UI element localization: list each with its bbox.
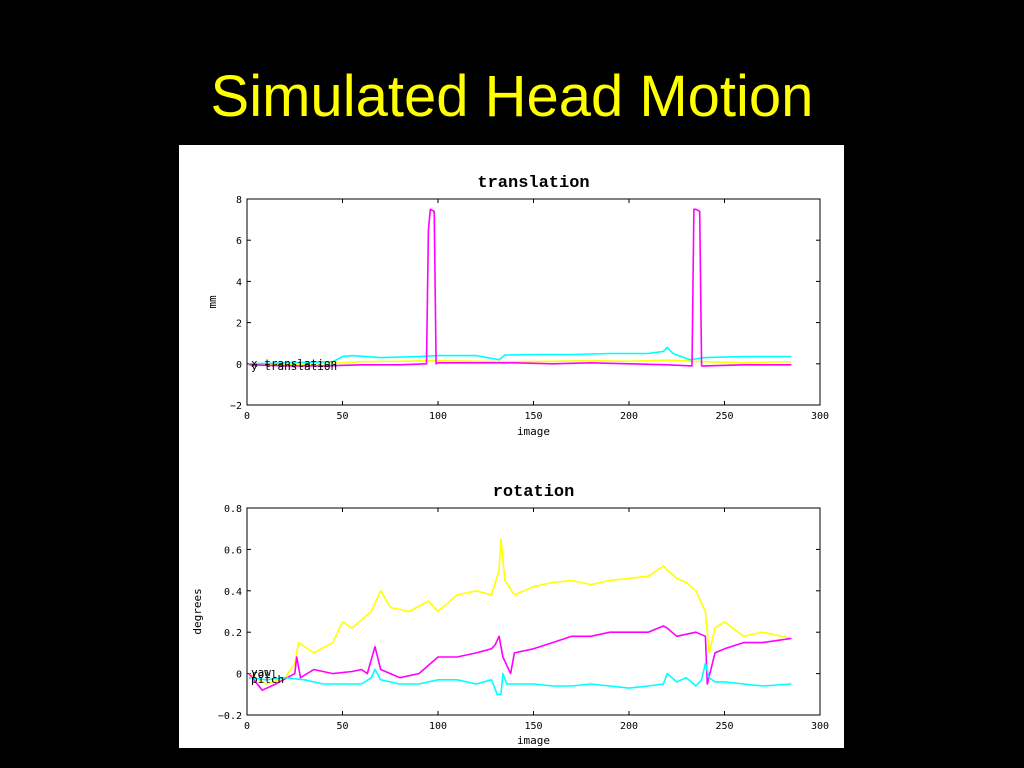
- translation-x-tick-label: 0: [244, 411, 250, 422]
- translation-x-axis-label: image: [517, 425, 550, 438]
- rotation-chart-title: rotation: [493, 483, 575, 502]
- rotation-legend-text: roll: [251, 668, 278, 681]
- translation-y-tick-label: 2: [236, 319, 242, 330]
- rotation-y-tick-label: −0.2: [218, 711, 242, 722]
- translation-x-tick-label: 250: [715, 411, 733, 422]
- translation-x-tick-label: 50: [336, 411, 348, 422]
- translation-x-tick-label: 300: [811, 411, 829, 422]
- rotation-y-tick-label: 0: [236, 670, 242, 681]
- rotation-x-tick-label: 300: [811, 721, 829, 732]
- rotation-y-tick-label: 0.4: [224, 587, 242, 598]
- rotation-x-tick-label: 150: [524, 721, 542, 732]
- rotation-series-line-2: [248, 625, 792, 692]
- translation-y-axis-label: mm: [206, 295, 219, 309]
- rotation-x-tick-label: 250: [715, 721, 733, 732]
- translation-x-tick-label: 200: [620, 411, 638, 422]
- translation-series-line-1: [248, 359, 792, 366]
- rotation-x-tick-label: 200: [620, 721, 638, 732]
- rotation-y-axis-label: degrees: [191, 588, 204, 634]
- translation-y-tick-label: 8: [236, 195, 242, 206]
- slide-title: Simulated Head Motion: [210, 64, 814, 129]
- rotation-y-tick-label: 0.8: [224, 504, 242, 515]
- translation-y-tick-label: 4: [236, 277, 242, 288]
- rotation-y-tick-label: 0.6: [224, 545, 242, 556]
- translation-y-tick-label: −2: [230, 401, 242, 412]
- rotation-y-tick-label: 0.2: [224, 628, 242, 639]
- rotation-series-line-3: [248, 662, 792, 696]
- rotation-x-tick-label: 50: [336, 721, 348, 732]
- translation-x-tick-label: 100: [429, 411, 447, 422]
- plot-panel: translation 0 50 100 150 200 250 300 −2 0 2 4 6 8 imag…: [179, 145, 844, 748]
- rotation-x-axis-label: image: [517, 734, 550, 747]
- translation-series-line-3: [248, 208, 792, 367]
- rotation-legend-text: pitch: [251, 673, 284, 686]
- rotation-series-line-1: [248, 538, 792, 685]
- translation-series-line-2: [248, 346, 792, 365]
- translation-legend-text: x translation: [251, 357, 337, 370]
- translation-plot-frame: [246, 198, 821, 406]
- rotation-legend-text: yaw: [251, 666, 271, 679]
- translation-chart-title: translation: [477, 174, 589, 193]
- translation-legend-text: y translation: [251, 360, 337, 373]
- translation-x-tick-label: 150: [524, 411, 542, 422]
- rotation-x-tick-label: 100: [429, 721, 447, 732]
- translation-y-tick-label: 6: [236, 236, 242, 247]
- translation-y-tick-label: 0: [236, 360, 242, 371]
- rotation-x-tick-label: 0: [244, 721, 250, 732]
